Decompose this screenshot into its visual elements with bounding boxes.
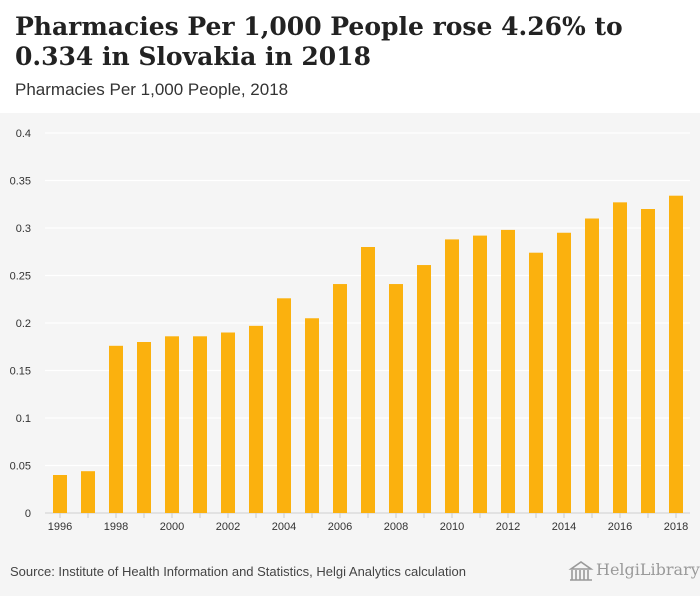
x-tick-label: 2006 bbox=[328, 521, 352, 533]
bar-2007[interactable] bbox=[361, 247, 375, 513]
logo-text: HelgiLibrary bbox=[596, 560, 700, 579]
x-tick-label: 2016 bbox=[608, 521, 632, 533]
bar-2004[interactable] bbox=[277, 298, 291, 513]
bar-2008[interactable] bbox=[389, 284, 403, 513]
bar-2000[interactable] bbox=[165, 336, 179, 513]
bar-2015[interactable] bbox=[585, 218, 599, 514]
bar-2002[interactable] bbox=[221, 332, 235, 514]
bar-2017[interactable] bbox=[641, 209, 655, 513]
bar-2010[interactable] bbox=[445, 239, 459, 513]
bar-2013[interactable] bbox=[529, 252, 543, 513]
source-note: Source: Institute of Health Information … bbox=[10, 564, 466, 579]
bar-2014[interactable] bbox=[557, 232, 571, 513]
chart-header: Pharmacies Per 1,000 People rose 4.26% t… bbox=[0, 0, 700, 113]
x-tick-label: 2010 bbox=[440, 521, 464, 533]
bar-2009[interactable] bbox=[417, 265, 431, 513]
bar-2011[interactable] bbox=[473, 235, 487, 513]
x-tick-label: 2000 bbox=[160, 521, 184, 533]
x-tick-label: 1996 bbox=[48, 521, 72, 533]
bar-chart: 0 0.05 0.1 0.15 0.2 0.25 0.3 0.35 0.4 1996 1998 200… bbox=[10, 128, 690, 533]
bar-2005[interactable] bbox=[305, 318, 319, 513]
y-tick-label: 0.4 bbox=[16, 128, 31, 140]
bar-2012[interactable] bbox=[501, 229, 515, 513]
x-tick-label: 2004 bbox=[272, 521, 296, 533]
bar-2001[interactable] bbox=[193, 336, 207, 513]
bar-2016[interactable] bbox=[613, 202, 627, 513]
bar-2003[interactable] bbox=[249, 325, 263, 513]
y-tick-label: 0.3 bbox=[16, 223, 31, 235]
y-tick-label: 0.35 bbox=[10, 176, 31, 188]
chart-subtitle: Pharmacies Per 1,000 People, 2018 bbox=[15, 80, 289, 99]
library-building-icon bbox=[568, 561, 594, 581]
y-tick-label: 0.15 bbox=[10, 366, 31, 378]
bar-1997[interactable] bbox=[81, 471, 95, 513]
y-tick-label: 0.1 bbox=[16, 413, 31, 425]
y-tick-label: 0.25 bbox=[10, 271, 31, 283]
bar-1999[interactable] bbox=[137, 342, 151, 513]
bar-2006[interactable] bbox=[333, 284, 347, 513]
bar-1996[interactable] bbox=[53, 475, 67, 513]
x-tick-label: 2014 bbox=[552, 521, 576, 533]
y-tick-label: 0.2 bbox=[16, 318, 31, 330]
bar-2018[interactable] bbox=[669, 195, 683, 513]
x-tick-label: 2008 bbox=[384, 521, 408, 533]
x-tick-label: 2002 bbox=[216, 521, 240, 533]
x-tick-label: 2012 bbox=[496, 521, 520, 533]
helgi-library-logo[interactable]: HelgiLibrary bbox=[566, 558, 700, 584]
y-tick-label: 0.05 bbox=[10, 461, 31, 473]
y-tick-label: 0 bbox=[25, 508, 31, 520]
x-tick-label: 1998 bbox=[104, 521, 128, 533]
bar-1998[interactable] bbox=[109, 345, 123, 513]
x-tick-label: 2018 bbox=[664, 521, 688, 533]
chart-title: Pharmacies Per 1,000 People rose 4.26% t… bbox=[15, 12, 623, 71]
